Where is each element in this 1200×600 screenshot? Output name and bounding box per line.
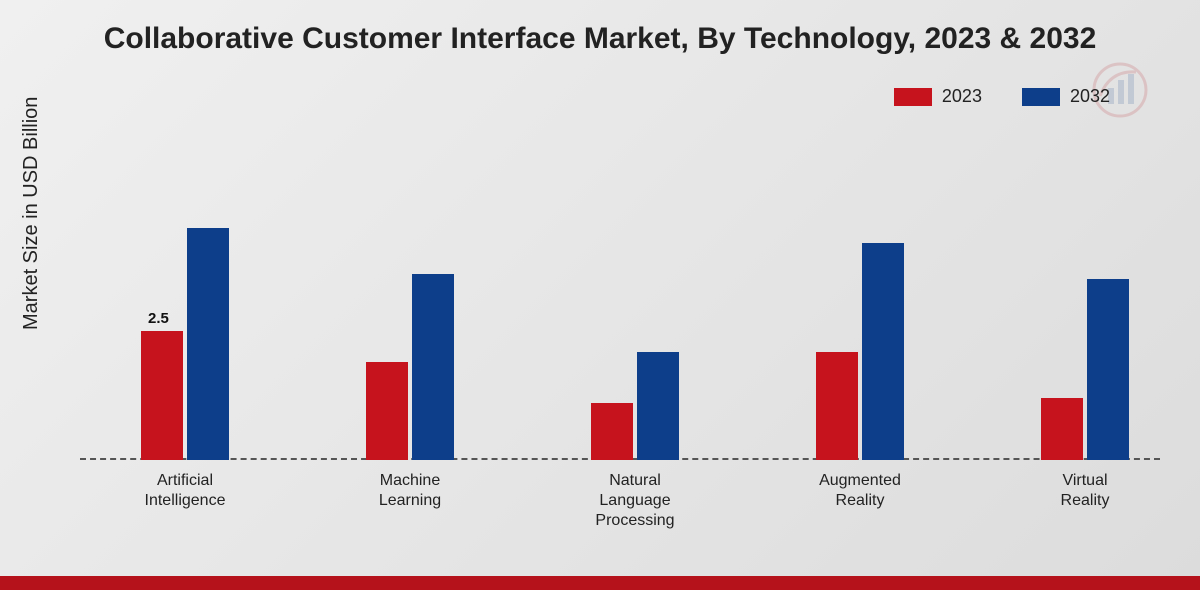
bar (1087, 279, 1129, 460)
bar-group (1041, 279, 1129, 460)
bar (412, 274, 454, 460)
legend-label-2023: 2023 (942, 86, 982, 107)
legend-item-2023: 2023 (894, 86, 982, 107)
x-axis-labels: ArtificialIntelligence MachineLearning Nat… (80, 465, 1160, 545)
y-axis-label: Market Size in USD Billion (20, 97, 43, 330)
legend-swatch-2032 (1022, 88, 1060, 106)
bar (591, 403, 633, 460)
chart-container: Collaborative Customer Interface Market,… (0, 0, 1200, 600)
x-axis-category-label: NaturalLanguageProcessing (565, 471, 705, 531)
x-axis-category-label: VirtualReality (1015, 471, 1155, 511)
bar (637, 352, 679, 461)
bar (816, 352, 858, 461)
bar (366, 362, 408, 460)
legend-item-2032: 2032 (1022, 86, 1110, 107)
bar (141, 331, 183, 460)
bar (862, 243, 904, 460)
bar (187, 228, 229, 461)
bar-group (816, 243, 904, 460)
x-axis-category-label: AugmentedReality (790, 471, 930, 511)
legend-label-2032: 2032 (1070, 86, 1110, 107)
footer-white-bar (0, 590, 1200, 600)
chart-title: Collaborative Customer Interface Market,… (0, 22, 1200, 56)
x-axis-category-label: MachineLearning (340, 471, 480, 511)
legend: 2023 2032 (894, 86, 1110, 107)
x-axis-category-label: ArtificialIntelligence (115, 471, 255, 511)
plot-area: 2.5 (80, 150, 1160, 460)
bar (1041, 398, 1083, 460)
bar-group (591, 352, 679, 461)
legend-swatch-2023 (894, 88, 932, 106)
footer-accent-bar (0, 576, 1200, 590)
bar-group (366, 274, 454, 460)
bar-group (141, 228, 229, 461)
